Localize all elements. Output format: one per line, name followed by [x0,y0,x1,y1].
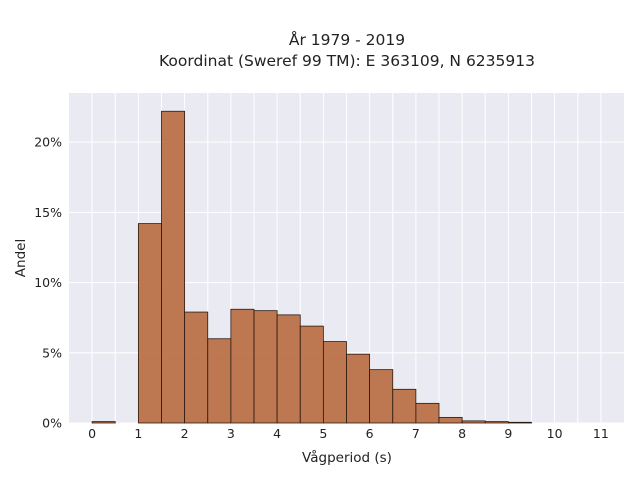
histogram-bar [461,420,486,424]
x-tick-labels: 0 1 2 3 4 5 6 7 8 9 10 11 [88,426,609,441]
x-tick-label: 3 [227,426,235,441]
x-tick-label: 11 [593,426,609,441]
histogram-bar [346,353,371,424]
histogram-bar [207,338,232,424]
histogram-bar [299,325,324,424]
y-tick-label: 20% [34,135,62,150]
chart-subtitle: Koordinat (Sweref 99 TM): E 363109, N 62… [159,52,535,70]
histogram-bar [137,223,162,424]
histogram-bar [484,421,509,424]
y-tick-labels: 0% 5% 10% 15% 20% [34,135,62,431]
y-tick-label: 0% [42,416,62,431]
y-tick-label: 10% [34,275,62,290]
histogram-bar [161,110,186,424]
x-tick-label: 0 [88,426,96,441]
x-axis-label: Vågperiod (s) [302,449,392,466]
x-tick-label: 2 [181,426,189,441]
histogram-bar [438,416,463,424]
y-tick-label: 5% [42,345,62,360]
histogram-bars [91,110,532,424]
histogram-bar [230,308,255,424]
x-tick-label: 7 [412,426,420,441]
x-tick-label: 6 [366,426,374,441]
chart-title: År 1979 - 2019 [289,30,405,49]
x-tick-label: 10 [547,426,563,441]
histogram-bar [415,402,440,424]
histogram-bar [507,421,532,424]
x-tick-label: 8 [458,426,466,441]
x-tick-label: 5 [319,426,327,441]
histogram-bar [276,314,301,424]
x-tick-label: 1 [134,426,142,441]
y-axis-label: Andel [13,239,29,277]
x-tick-label: 9 [504,426,512,441]
histogram-bar [91,421,116,424]
histogram-bar [322,341,347,424]
x-tick-label: 4 [273,426,281,441]
histogram-bar [392,388,417,424]
histogram-bar [369,369,394,424]
y-tick-label: 15% [34,205,62,220]
histogram-bar [184,311,209,424]
histogram-bar [253,310,278,424]
